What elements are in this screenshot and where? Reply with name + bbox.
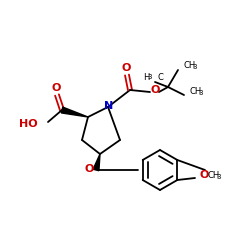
Text: C: C — [157, 72, 163, 82]
Text: CH: CH — [189, 86, 201, 96]
Text: 3: 3 — [148, 74, 152, 80]
Polygon shape — [93, 154, 100, 171]
Text: CH: CH — [207, 170, 219, 179]
Text: O: O — [84, 164, 94, 174]
Text: O: O — [150, 85, 160, 95]
Text: 3: 3 — [216, 174, 220, 180]
Text: N: N — [104, 101, 114, 111]
Text: O: O — [51, 83, 61, 93]
Text: CH: CH — [183, 60, 195, 70]
Text: O: O — [121, 63, 131, 73]
Polygon shape — [61, 107, 88, 117]
Text: 3: 3 — [192, 64, 196, 70]
Text: H: H — [142, 72, 149, 82]
Text: O: O — [199, 170, 208, 180]
Text: HO: HO — [20, 119, 38, 129]
Text: 3: 3 — [198, 90, 202, 96]
